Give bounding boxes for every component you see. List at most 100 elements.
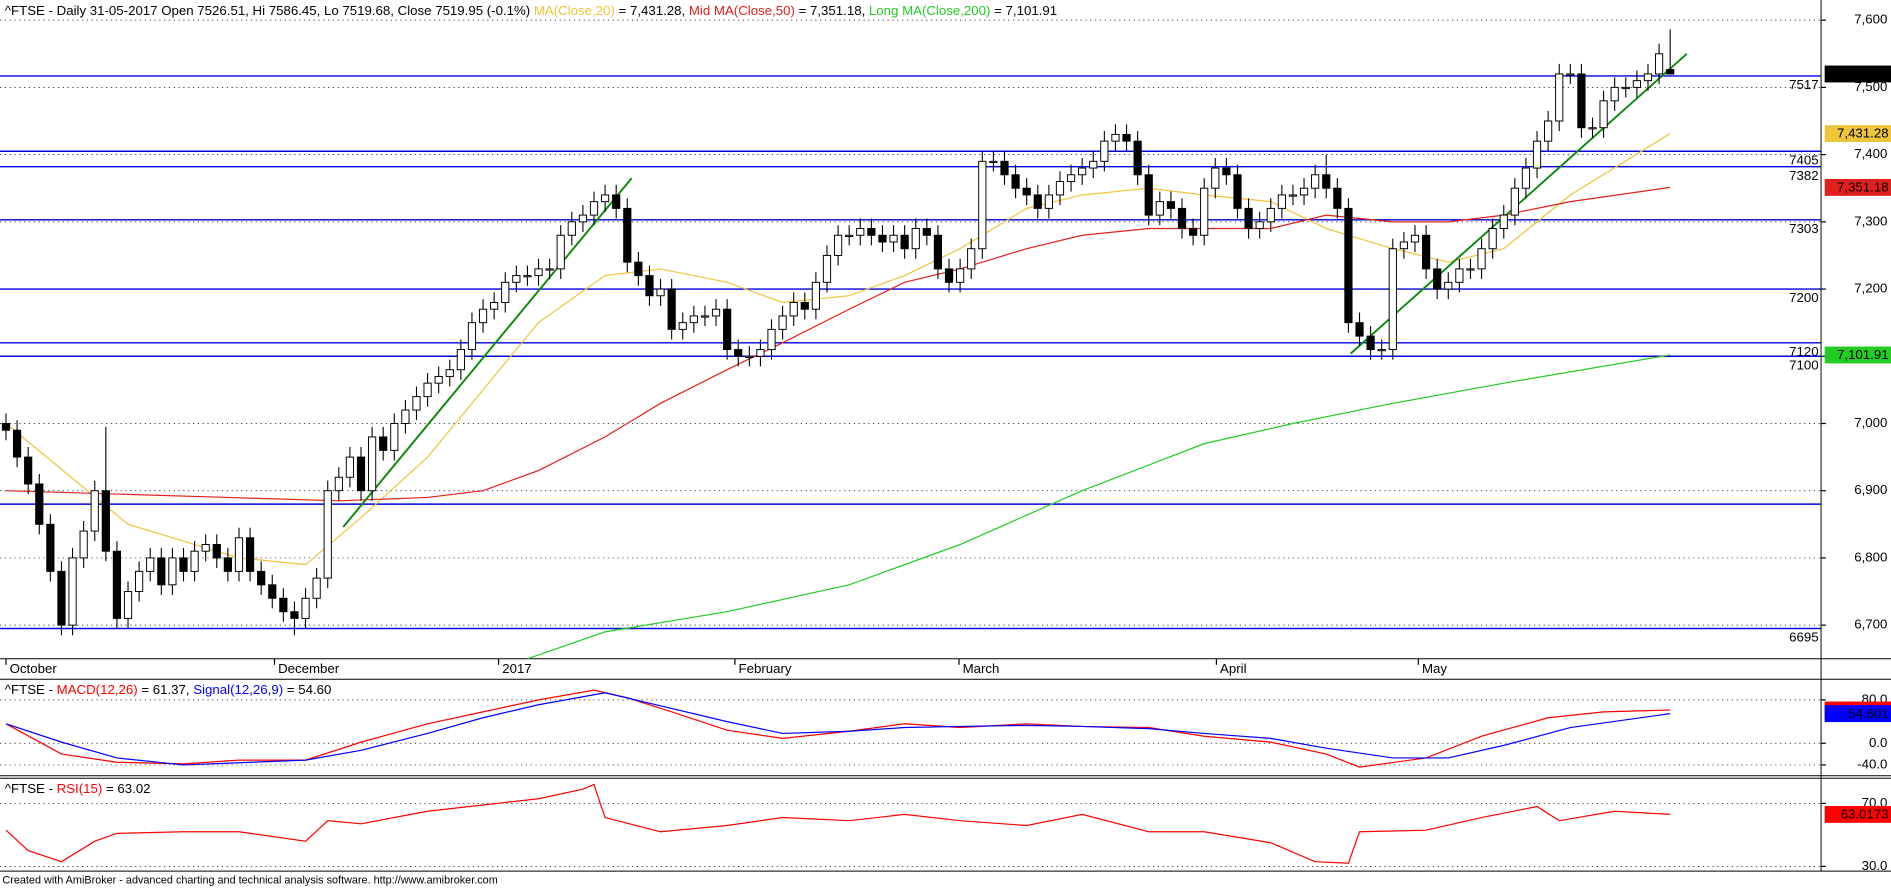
candle-body: [467, 322, 477, 351]
candle-body: [578, 214, 588, 223]
level-label: 7100: [1789, 357, 1818, 372]
candle-body: [379, 436, 388, 451]
x-tick-label: May: [1422, 661, 1447, 676]
candle-body: [1421, 234, 1431, 270]
candle-body: [1510, 187, 1519, 216]
candle-body: [1377, 349, 1386, 352]
candle-body: [490, 302, 499, 310]
candle-body: [1288, 194, 1298, 197]
candle-body: [634, 261, 643, 277]
candle-body: [401, 409, 410, 424]
candle-body: [989, 160, 998, 164]
x-tick-label: 2017: [502, 661, 531, 676]
last-value-label: 63.0173: [1841, 806, 1889, 821]
level-label: 7303: [1789, 221, 1818, 236]
legend-entry: Mid MA(Close,50): [689, 2, 795, 17]
candle-body: [1100, 140, 1109, 162]
level-label: 7382: [1789, 168, 1818, 183]
candle-body: [1466, 268, 1475, 271]
candle-body: [1299, 187, 1309, 196]
candle-body: [1433, 268, 1442, 290]
candle-body: [767, 328, 776, 351]
candle-body: [1333, 187, 1342, 209]
candle-body: [1155, 201, 1164, 216]
candle-body: [1455, 268, 1464, 283]
candle-body: [190, 550, 199, 572]
candle-body: [1089, 160, 1098, 169]
candle-body: [1255, 221, 1264, 230]
level-label: 6695: [1789, 630, 1818, 645]
x-tick-label: April: [1220, 661, 1247, 676]
candle-body: [967, 248, 976, 270]
candle-body: [12, 429, 22, 458]
candle-body: [689, 315, 698, 324]
candle-body: [390, 423, 399, 451]
last-value-label: 7,431.28: [1837, 126, 1889, 141]
series-line: [5, 692, 1671, 766]
footer: Created with AmiBroker - advanced charti…: [2, 875, 497, 887]
candle-body: [1200, 187, 1209, 236]
candle-body: [845, 234, 854, 237]
title-text: ^FTSE -: [5, 682, 57, 697]
title-text: ^FTSE - Daily 31-05-2017 Open 7526.51, H…: [5, 2, 534, 17]
candle-body: [978, 160, 987, 250]
last-value-box: [1824, 805, 1891, 823]
candle-body: [1277, 194, 1286, 209]
last-value-box: [1824, 65, 1891, 83]
last-value-box: [1824, 178, 1891, 196]
candle-body: [700, 315, 710, 318]
candle-body: [1, 423, 11, 431]
candle-body: [412, 396, 421, 411]
candle-body: [1266, 207, 1275, 223]
level-label: 7120: [1789, 344, 1818, 359]
candle-body: [822, 254, 832, 283]
candle-body: [900, 234, 909, 250]
candle-body: [146, 557, 155, 572]
candle-body: [645, 275, 654, 297]
candle-body: [933, 234, 943, 270]
candle-body: [867, 228, 876, 236]
candle-body: [512, 275, 521, 283]
candle-body: [756, 349, 765, 357]
candle-body: [290, 611, 299, 619]
candle-body: [1566, 73, 1575, 76]
candle-body: [1033, 194, 1042, 209]
candle-body: [723, 308, 732, 351]
candle-body: [223, 557, 232, 572]
candle-body: [312, 577, 321, 599]
level-label: 7517: [1789, 77, 1818, 92]
candle-body: [445, 369, 454, 377]
y-tick-label: 7,300: [1854, 213, 1887, 228]
candle-body: [734, 349, 743, 357]
candle-body: [1610, 86, 1619, 102]
candle-body: [745, 355, 754, 358]
candle-body: [1654, 53, 1664, 75]
candle-body: [1211, 167, 1220, 189]
panel-title: ^FTSE - MACD(12,26) = 61.37, Signal(12,2…: [5, 682, 332, 697]
candle-body: [1399, 241, 1408, 250]
candle-body: [789, 302, 798, 317]
y-tick-label: 7,400: [1854, 146, 1887, 161]
legend-value: = 7,431.28,: [615, 2, 689, 17]
candle-body: [434, 375, 443, 384]
legend-value: = 54.60: [283, 682, 331, 697]
candle-body: [112, 550, 122, 619]
candle-body: [1532, 140, 1542, 169]
candle-body: [90, 490, 99, 532]
candle-body: [279, 597, 288, 613]
candle-body: [856, 228, 865, 236]
legend-value: = 61.37,: [138, 682, 194, 697]
candle-body: [101, 490, 110, 552]
legend-entry: MA(Close,20): [534, 2, 615, 17]
candle-body: [1311, 174, 1320, 189]
candle-body: [911, 228, 920, 250]
candle-body: [667, 288, 676, 330]
candle-body: [711, 308, 721, 317]
candle-body: [1555, 73, 1564, 122]
candle-body: [1577, 73, 1586, 129]
candle-body: [301, 597, 310, 619]
x-tick-label: October: [10, 661, 58, 676]
